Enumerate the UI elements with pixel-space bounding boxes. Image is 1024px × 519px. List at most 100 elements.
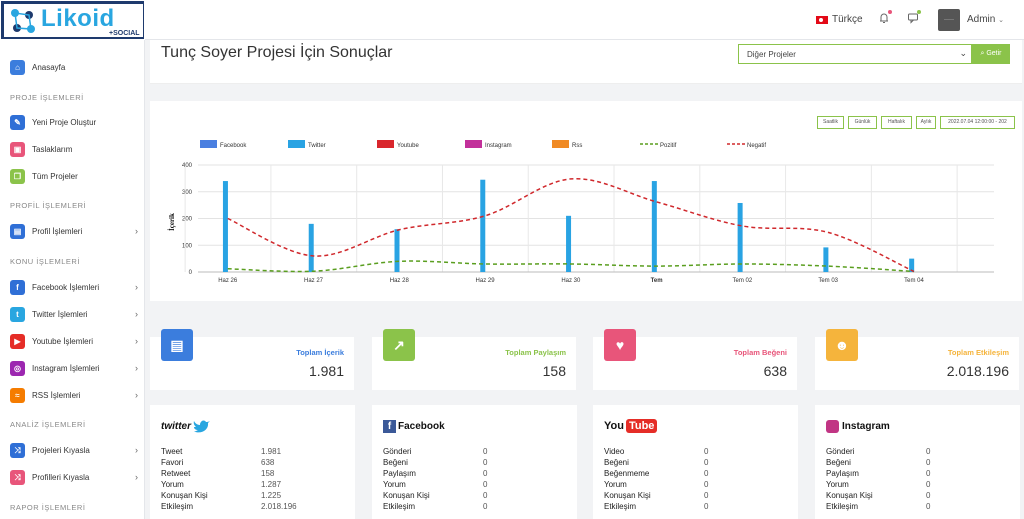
platform-stat-value: 0	[704, 491, 709, 500]
platform-stat-label: Beğenmeme	[604, 469, 650, 478]
users-icon: ☻	[826, 329, 858, 361]
bar	[222, 181, 228, 272]
sidebar-section-heading: PROFİL İŞLEMLERİ	[10, 201, 87, 210]
platform-stat-value: 158	[261, 469, 275, 478]
platform-stat-label: Konuşan Kişi	[383, 491, 430, 500]
user-name: Admin	[967, 14, 996, 25]
legend-swatch	[552, 140, 569, 148]
language-label: Türkçe	[832, 14, 863, 25]
platform-stat-label: Yorum	[161, 480, 184, 489]
y-tick-label: 300	[182, 190, 193, 196]
instagram-logo-icon: Instagram	[826, 417, 890, 435]
platform-stat-value: 0	[483, 447, 488, 456]
platform-stat-row: Konuşan Kişi 0	[826, 491, 1016, 502]
chevron-right-icon: ›	[135, 445, 138, 455]
sidebar-item[interactable]: t Twitter İşlemleri ›	[10, 306, 138, 322]
copy-icon: ❐	[10, 168, 25, 184]
platform-stat-value: 0	[926, 447, 931, 456]
chevron-right-icon: ›	[135, 282, 138, 292]
stat-card: ▤ Toplam İçerik 1.981	[150, 329, 354, 390]
sidebar-item[interactable]: f Facebook İşlemleri ›	[10, 279, 138, 295]
platform-stat-row: Etkileşim 0	[826, 502, 1016, 513]
range-monthly-button[interactable]: Aylık	[916, 116, 936, 129]
logo-text: Likoid	[41, 5, 115, 32]
sidebar-item-label: Youtube İşlemleri	[32, 336, 94, 346]
sidebar-item-label: Twitter İşlemleri	[32, 309, 88, 319]
chevron-down-icon: ⌄	[998, 17, 1005, 24]
stat-value: 2.018.196	[946, 363, 1009, 379]
sidebar-item-label: Profil İşlemleri	[32, 226, 83, 236]
platform-stat-row: Gönderi 0	[826, 447, 1016, 458]
platform-stat-label: Retweet	[161, 469, 191, 478]
y-axis-label: İçerik	[168, 213, 176, 231]
sidebar-item[interactable]: ✎ Yeni Proje Oluştur	[10, 114, 138, 130]
platform-stat-label: Favori	[161, 458, 184, 467]
sidebar-item[interactable]: ⤨ Projeleri Kıyasla ›	[10, 442, 138, 458]
platform-stat-label: Etkileşim	[826, 502, 859, 511]
project-select[interactable]: Diğer Projeler ⌄	[738, 44, 972, 64]
sidebar: ⌂ Anasayfa ✎ Yeni Proje Oluştur ▣ Taslaklarım…	[0, 40, 145, 519]
y-tick-label: 400	[182, 163, 193, 169]
platform-stat-label: Beğeni	[383, 458, 408, 467]
platform-stat-row: Retweet 158	[161, 469, 351, 480]
id-card-icon: ▤	[10, 223, 25, 239]
legend-label: Rss	[572, 143, 582, 149]
legend-swatch	[377, 140, 394, 148]
platform-stat-value: 2.018.196	[261, 502, 297, 511]
sidebar-item-label: Anasayfa	[32, 62, 66, 72]
language-selector[interactable]: Türkçe	[816, 14, 863, 25]
avatar[interactable]: ——	[938, 9, 960, 31]
sidebar-item[interactable]: ◎ Instagram İşlemleri ›	[10, 360, 138, 376]
platform-stat-value: 0	[926, 502, 931, 511]
platform-stat-row: Favori 638	[161, 458, 351, 469]
platform-stat-row: Paylaşım 0	[383, 469, 573, 480]
sidebar-item[interactable]: ⌂ Anasayfa	[10, 59, 138, 75]
sidebar-item[interactable]: ▶ Youtube İşlemleri ›	[10, 333, 138, 349]
platform-stat-row: Etkileşim 0	[604, 502, 794, 513]
platform-stat-label: Gönderi	[383, 447, 412, 456]
x-tick-label: Tem 02	[733, 278, 753, 284]
notification-dot	[888, 10, 892, 14]
x-tick-label: Tem 03	[818, 278, 838, 284]
sidebar-item[interactable]: ≈ RSS İşlemleri ›	[10, 387, 138, 403]
sidebar-item[interactable]: ▤ Profil İşlemleri ›	[10, 223, 138, 239]
platform-stat-value: 0	[704, 480, 709, 489]
x-tick-label: Haz 30	[561, 278, 581, 284]
go-button[interactable]: ⌕ Getir	[972, 44, 1010, 64]
x-tick-label: Tem	[651, 278, 663, 284]
platform-stat-row: Tweet 1.981	[161, 447, 351, 458]
platform-stat-value: 0	[926, 469, 931, 478]
logo-network-icon	[11, 9, 35, 33]
platform-stat-value: 0	[926, 480, 931, 489]
platform-stat-value: 1.287	[261, 480, 282, 489]
platform-stat-label: Konuşan Kişi	[161, 491, 208, 500]
chevron-right-icon: ›	[135, 226, 138, 236]
chevron-right-icon: ›	[135, 390, 138, 400]
x-tick-label: Tem 04	[904, 278, 924, 284]
platform-card: f Facebook Gönderi 0 Beğeni 0 Paylaşım 0 Yorum 0 K…	[372, 405, 577, 519]
date-range-picker[interactable]: 2022.07.04 12:00:00 - 202	[940, 116, 1015, 129]
chevron-right-icon: ›	[135, 336, 138, 346]
stat-label: Toplam Beğeni	[733, 348, 787, 357]
bar	[651, 181, 657, 272]
sidebar-item-label: RSS İşlemleri	[32, 390, 81, 400]
range-daily-button[interactable]: Günlük	[848, 116, 877, 129]
logo[interactable]: Likoid +SOCIAL	[0, 0, 145, 40]
platform-stat-row: Etkileşim 2.018.196	[161, 502, 351, 513]
search-icon: ⌕	[980, 50, 985, 57]
messages-icon[interactable]	[906, 10, 921, 26]
notifications-bell-icon[interactable]	[877, 10, 892, 26]
user-menu[interactable]: Admin ⌄	[967, 14, 1004, 25]
range-weekly-button[interactable]: Haftalık	[881, 116, 912, 129]
sidebar-section-heading: RAPOR İŞLEMLERİ	[10, 503, 86, 512]
x-tick-label: Haz 29	[476, 278, 496, 284]
sidebar-item[interactable]: ❐ Tüm Projeler	[10, 168, 138, 184]
legend-swatch	[200, 140, 217, 148]
stat-value: 638	[763, 363, 787, 379]
sidebar-item[interactable]: ▣ Taslaklarım	[10, 141, 138, 157]
range-hourly-button[interactable]: Saatlik	[817, 116, 844, 129]
platform-stat-value: 0	[704, 447, 709, 456]
sidebar-item[interactable]: ⤨ Profilleri Kıyasla ›	[10, 469, 138, 485]
twitter-icon: t	[10, 306, 25, 322]
platform-stat-row: Paylaşım 0	[826, 469, 1016, 480]
